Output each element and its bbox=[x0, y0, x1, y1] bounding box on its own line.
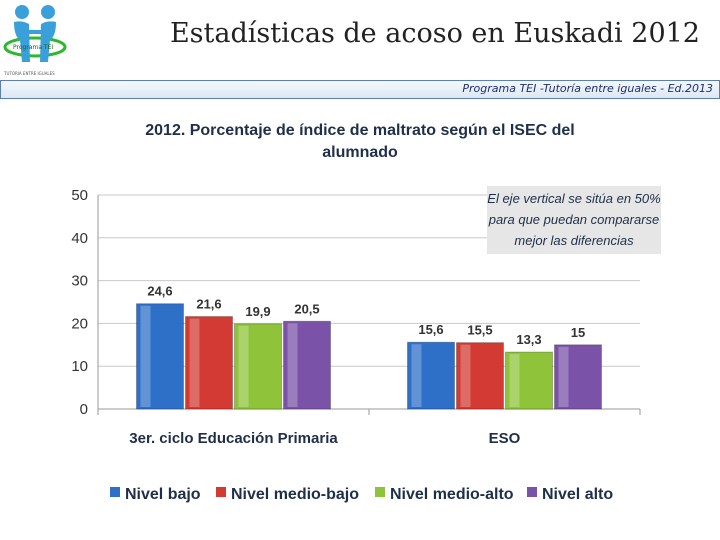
category-label: ESO bbox=[489, 430, 521, 447]
bar bbox=[234, 323, 282, 410]
y-tick-label: 40 bbox=[71, 230, 88, 247]
data-label: 15,6 bbox=[418, 322, 443, 337]
annotation-text: El eje vertical se sitúa en 50% bbox=[487, 191, 660, 206]
legend-swatch bbox=[527, 487, 537, 497]
bar-highlight bbox=[558, 346, 569, 407]
chart-title: 2012. Porcentaje de índice de maltrato s… bbox=[145, 122, 574, 139]
bar bbox=[456, 342, 504, 410]
logo-text: Programa TEI bbox=[13, 44, 54, 51]
logo-tagline: TUTORIA ENTRE IGUALES bbox=[4, 71, 55, 76]
bar bbox=[505, 351, 553, 410]
legend-swatch bbox=[110, 487, 120, 497]
chart-title: alumnado bbox=[322, 144, 398, 161]
annotation-box bbox=[487, 186, 661, 254]
page-title: Estadísticas de acoso en Euskadi 2012 bbox=[169, 18, 700, 49]
y-tick-label: 20 bbox=[71, 315, 88, 332]
y-tick-label: 0 bbox=[80, 401, 88, 418]
data-label: 21,6 bbox=[196, 297, 221, 312]
legend-label: Nivel bajo bbox=[125, 486, 201, 503]
subtitle-bar: Programa TEI -Tutoría entre iguales - Ed… bbox=[0, 80, 720, 99]
y-tick-label: 30 bbox=[71, 273, 88, 290]
legend-label: Nivel medio-alto bbox=[390, 486, 514, 503]
bar bbox=[407, 341, 455, 410]
annotation-text: para que puedan compararse bbox=[488, 212, 660, 227]
data-label: 19,9 bbox=[245, 304, 270, 319]
bar-highlight bbox=[189, 318, 200, 407]
logo bbox=[2, 0, 68, 78]
y-tick-label: 50 bbox=[71, 187, 88, 204]
bar-highlight bbox=[460, 344, 471, 407]
bar-highlight bbox=[411, 344, 422, 407]
legend-label: Nivel medio-bajo bbox=[231, 486, 359, 503]
legend-swatch bbox=[375, 487, 385, 497]
data-label: 24,6 bbox=[147, 284, 172, 299]
data-label: 15 bbox=[571, 325, 585, 340]
bar bbox=[554, 344, 602, 410]
legend-label: Nivel alto bbox=[542, 486, 613, 503]
bar-highlight bbox=[140, 305, 151, 407]
data-label: 15,5 bbox=[467, 323, 492, 338]
y-tick-label: 10 bbox=[71, 358, 88, 375]
bar-highlight bbox=[287, 323, 298, 407]
bar bbox=[185, 316, 233, 410]
annotation-text: mejor las diferencias bbox=[514, 233, 634, 248]
page-subtitle: Programa TEI -Tutoría entre iguales - Ed… bbox=[462, 82, 713, 95]
category-label: 3er. ciclo Educación Primaria bbox=[129, 430, 338, 447]
data-label: 13,3 bbox=[516, 332, 541, 347]
bar bbox=[136, 303, 184, 410]
legend-swatch bbox=[216, 487, 226, 497]
bar-highlight bbox=[509, 354, 520, 407]
bar bbox=[283, 320, 331, 410]
bar-highlight bbox=[238, 325, 249, 407]
logo-icon bbox=[3, 5, 67, 62]
data-label: 20,5 bbox=[294, 301, 319, 316]
